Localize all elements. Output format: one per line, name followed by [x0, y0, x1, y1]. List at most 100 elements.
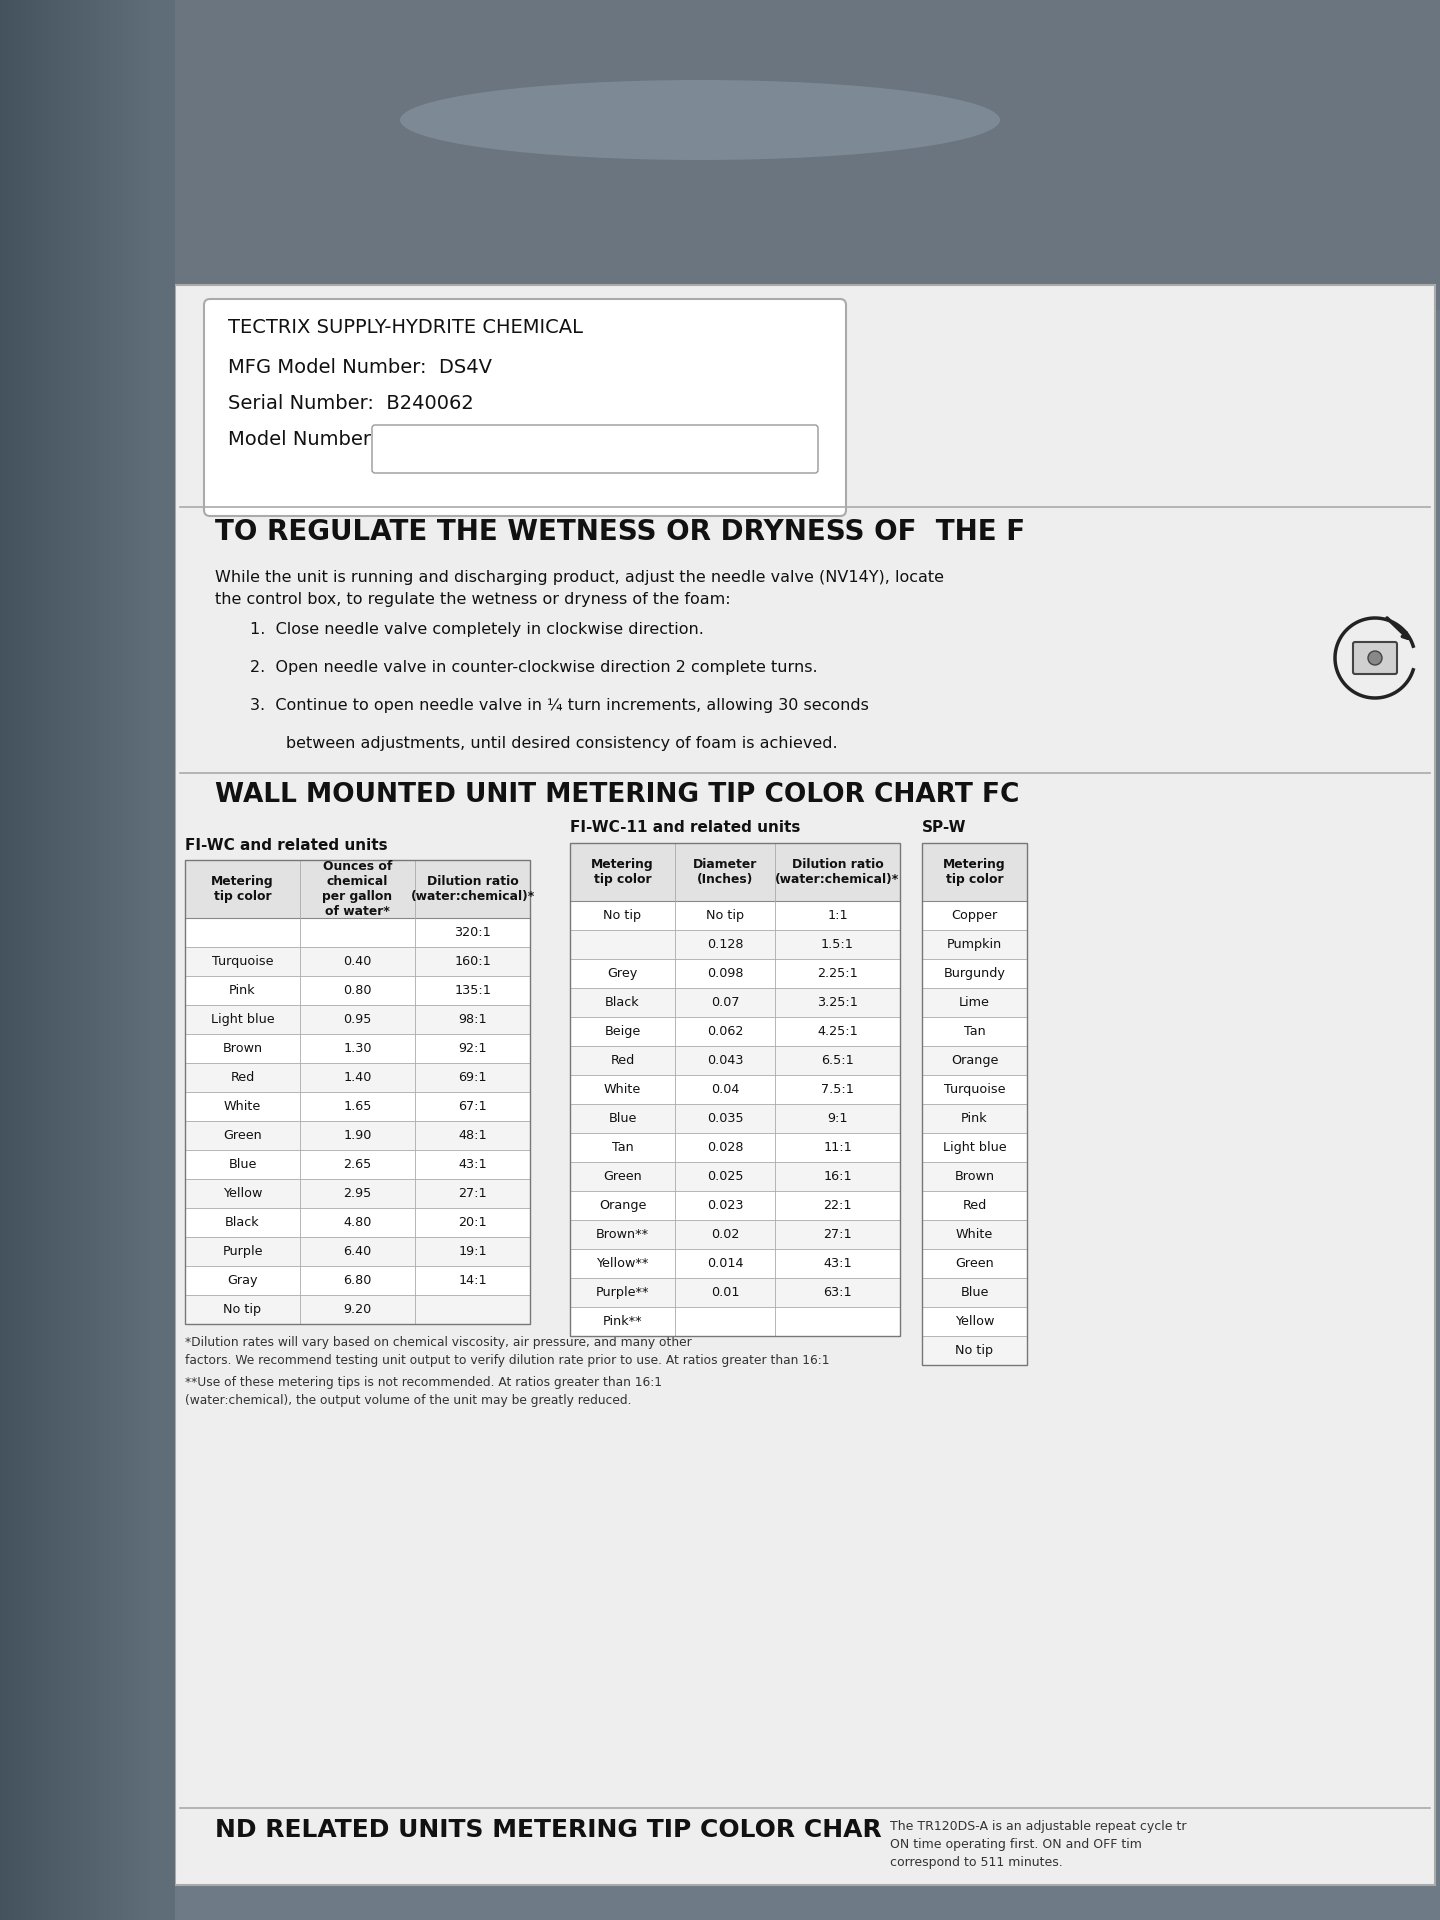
- Text: 0.098: 0.098: [707, 968, 743, 979]
- Bar: [570, 1250, 900, 1279]
- Text: 9.20: 9.20: [343, 1304, 372, 1315]
- Text: Serial Number:  B240062: Serial Number: B240062: [228, 394, 474, 413]
- Text: correspond to 511 minutes.: correspond to 511 minutes.: [890, 1857, 1063, 1868]
- FancyBboxPatch shape: [372, 424, 818, 472]
- Bar: [570, 929, 900, 958]
- Bar: [922, 1104, 1027, 1133]
- Text: No tip: No tip: [223, 1304, 262, 1315]
- Text: Green: Green: [955, 1258, 994, 1269]
- Text: No tip: No tip: [706, 908, 744, 922]
- Text: 0.035: 0.035: [707, 1112, 743, 1125]
- Text: Dilution ratio
(water:chemical)*: Dilution ratio (water:chemical)*: [775, 858, 900, 885]
- Text: Blue: Blue: [229, 1158, 256, 1171]
- Bar: [922, 1162, 1027, 1190]
- Bar: [184, 1035, 530, 1064]
- Bar: [922, 1279, 1027, 1308]
- Text: While the unit is running and discharging product, adjust the needle valve (NV14: While the unit is running and dischargin…: [215, 570, 945, 586]
- Bar: [570, 1308, 900, 1336]
- Text: 1.  Close needle valve completely in clockwise direction.: 1. Close needle valve completely in cloc…: [251, 622, 704, 637]
- Text: Brown: Brown: [222, 1043, 262, 1054]
- Text: Brown**: Brown**: [596, 1229, 649, 1240]
- Text: 1.30: 1.30: [343, 1043, 372, 1054]
- Bar: [922, 843, 1027, 900]
- Text: No tip: No tip: [603, 908, 642, 922]
- Text: 6.40: 6.40: [343, 1244, 372, 1258]
- Text: *Dilution rates will vary based on chemical viscosity, air pressure, and many ot: *Dilution rates will vary based on chemi…: [184, 1336, 691, 1350]
- Text: The TR120DS-A is an adjustable repeat cycle tr: The TR120DS-A is an adjustable repeat cy…: [890, 1820, 1187, 1834]
- Bar: [184, 1265, 530, 1294]
- Bar: [184, 947, 530, 975]
- Text: 0.95: 0.95: [343, 1014, 372, 1025]
- Text: 160:1: 160:1: [454, 954, 491, 968]
- Text: Red: Red: [230, 1071, 255, 1085]
- Bar: [0, 0, 1440, 309]
- Text: Orange: Orange: [950, 1054, 998, 1068]
- Text: 1.5:1: 1.5:1: [821, 939, 854, 950]
- Text: 67:1: 67:1: [458, 1100, 487, 1114]
- Bar: [922, 1336, 1027, 1365]
- Text: 0.40: 0.40: [343, 954, 372, 968]
- Bar: [184, 1179, 530, 1208]
- Bar: [922, 1075, 1027, 1104]
- Bar: [922, 929, 1027, 958]
- Polygon shape: [0, 0, 176, 1920]
- Bar: [922, 1018, 1027, 1046]
- FancyBboxPatch shape: [204, 300, 847, 516]
- Text: No tip: No tip: [955, 1344, 994, 1357]
- Text: 2.25:1: 2.25:1: [816, 968, 858, 979]
- Text: Red: Red: [611, 1054, 635, 1068]
- Bar: [184, 1121, 530, 1150]
- Bar: [184, 1208, 530, 1236]
- Text: Yellow**: Yellow**: [596, 1258, 648, 1269]
- Bar: [184, 1004, 530, 1035]
- Bar: [184, 918, 530, 947]
- Bar: [922, 958, 1027, 989]
- Text: between adjustments, until desired consistency of foam is achieved.: between adjustments, until desired consi…: [251, 735, 838, 751]
- Text: Tan: Tan: [963, 1025, 985, 1039]
- Text: 4.80: 4.80: [343, 1215, 372, 1229]
- Text: Light blue: Light blue: [943, 1140, 1007, 1154]
- Text: Purple**: Purple**: [596, 1286, 649, 1300]
- Text: 2.  Open needle valve in counter-clockwise direction 2 complete turns.: 2. Open needle valve in counter-clockwis…: [251, 660, 818, 676]
- Text: 1.40: 1.40: [343, 1071, 372, 1085]
- Text: 0.02: 0.02: [711, 1229, 739, 1240]
- Text: Ounces of
chemical
per gallon
of water*: Ounces of chemical per gallon of water*: [323, 860, 393, 918]
- Bar: [922, 1133, 1027, 1162]
- Text: Orange: Orange: [599, 1198, 647, 1212]
- Text: TO REGULATE THE WETNESS OR DRYNESS OF  THE F: TO REGULATE THE WETNESS OR DRYNESS OF TH…: [215, 518, 1025, 545]
- Text: 43:1: 43:1: [824, 1258, 852, 1269]
- Text: Metering
tip color: Metering tip color: [592, 858, 654, 885]
- Text: 2.65: 2.65: [343, 1158, 372, 1171]
- Bar: [184, 1092, 530, 1121]
- Text: 135:1: 135:1: [454, 983, 491, 996]
- Text: (water:chemical), the output volume of the unit may be greatly reduced.: (water:chemical), the output volume of t…: [184, 1394, 632, 1407]
- Text: WALL MOUNTED UNIT METERING TIP COLOR CHART FC: WALL MOUNTED UNIT METERING TIP COLOR CHA…: [215, 781, 1020, 808]
- Bar: [922, 1219, 1027, 1250]
- Text: Turquoise: Turquoise: [212, 954, 274, 968]
- Text: White: White: [956, 1229, 994, 1240]
- Text: 6.5:1: 6.5:1: [821, 1054, 854, 1068]
- Text: Pink: Pink: [229, 983, 256, 996]
- Bar: [176, 284, 1436, 1885]
- Ellipse shape: [400, 81, 999, 159]
- Text: Brown: Brown: [955, 1169, 995, 1183]
- Text: 0.128: 0.128: [707, 939, 743, 950]
- Text: Diameter
(Inches): Diameter (Inches): [693, 858, 757, 885]
- Text: Grey: Grey: [608, 968, 638, 979]
- Text: Blue: Blue: [608, 1112, 636, 1125]
- Text: 0.028: 0.028: [707, 1140, 743, 1154]
- Text: 0.01: 0.01: [711, 1286, 739, 1300]
- Bar: [570, 1133, 900, 1162]
- Text: 0.025: 0.025: [707, 1169, 743, 1183]
- Polygon shape: [0, 0, 1440, 309]
- Text: FI-WC and related units: FI-WC and related units: [184, 837, 387, 852]
- Text: Dilution ratio
(water:chemical)*: Dilution ratio (water:chemical)*: [410, 876, 534, 902]
- Text: Turquoise: Turquoise: [943, 1083, 1005, 1096]
- Text: 63:1: 63:1: [824, 1286, 852, 1300]
- Bar: [922, 989, 1027, 1018]
- Text: 27:1: 27:1: [824, 1229, 852, 1240]
- Text: Purple: Purple: [222, 1244, 262, 1258]
- Text: 4.25:1: 4.25:1: [816, 1025, 858, 1039]
- Text: Lime: Lime: [959, 996, 989, 1010]
- Text: 20:1: 20:1: [458, 1215, 487, 1229]
